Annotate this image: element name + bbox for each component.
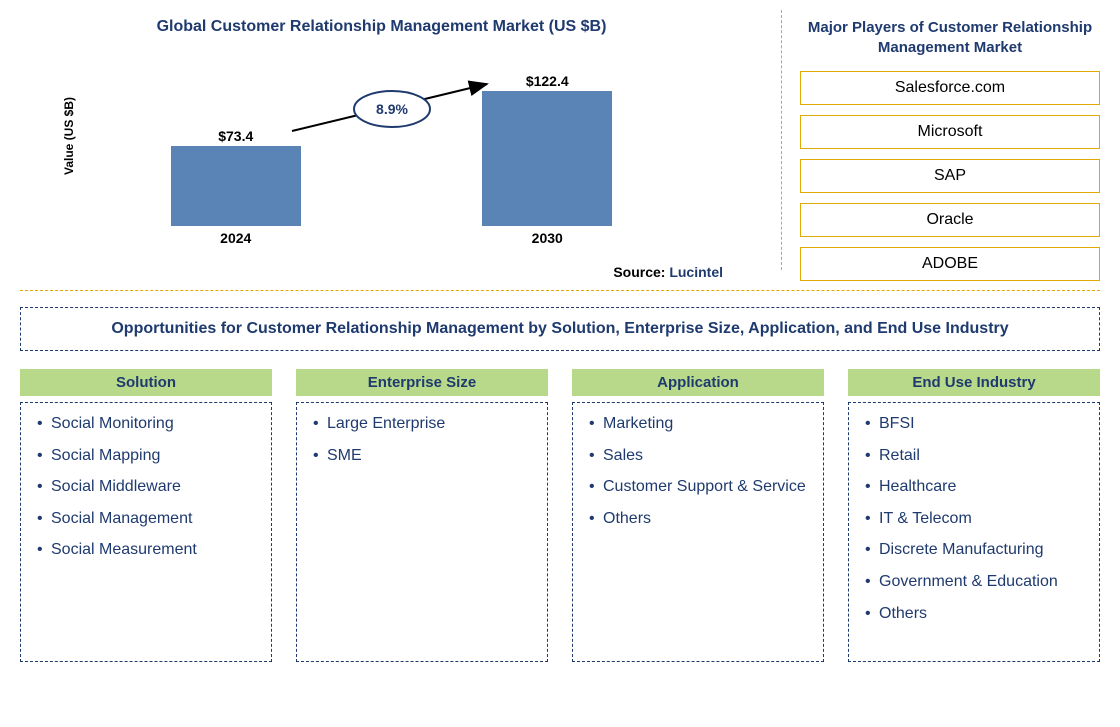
players-title: Major Players of Customer Relationship M… bbox=[800, 18, 1100, 57]
opportunity-columns: SolutionSocial MonitoringSocial MappingS… bbox=[20, 369, 1100, 662]
growth-arrow-svg: 8.9% bbox=[282, 76, 502, 146]
column-header: Enterprise Size bbox=[296, 369, 548, 396]
column-body: BFSI Retail Healthcare IT & Telecom Discrete… bbox=[848, 402, 1100, 662]
source-prefix: Source: bbox=[613, 264, 669, 280]
player-box: Salesforce.com bbox=[800, 71, 1100, 105]
chart-area: Value (US $B) $73.4$122.4 8.9% bbox=[80, 46, 703, 226]
bar bbox=[482, 91, 612, 226]
x-axis-label: 2024 bbox=[166, 230, 306, 246]
column-header: Solution bbox=[20, 369, 272, 396]
list-item: SME bbox=[313, 445, 537, 467]
list-item: Social Monitoring bbox=[37, 413, 261, 435]
vertical-divider bbox=[781, 10, 782, 270]
x-axis-label: 2030 bbox=[477, 230, 617, 246]
x-axis-labels: 2024 2030 bbox=[80, 230, 703, 246]
growth-annotation: 8.9% bbox=[282, 76, 502, 151]
chart-y-axis-label: Value (US $B) bbox=[62, 97, 76, 175]
list-item: Social Measurement bbox=[37, 539, 261, 561]
column-header: Application bbox=[572, 369, 824, 396]
top-row: Global Customer Relationship Management … bbox=[20, 10, 1100, 280]
players-panel: Major Players of Customer Relationship M… bbox=[790, 10, 1100, 280]
list-item: Others bbox=[589, 508, 813, 530]
list-item: Social Mapping bbox=[37, 445, 261, 467]
source-name: Lucintel bbox=[669, 264, 723, 280]
players-list: Salesforce.com Microsoft SAP Oracle ADOBE bbox=[800, 71, 1100, 281]
list-item: Large Enterprise bbox=[313, 413, 537, 435]
player-box: Microsoft bbox=[800, 115, 1100, 149]
list-item: Marketing bbox=[589, 413, 813, 435]
player-box: SAP bbox=[800, 159, 1100, 193]
list-item: Customer Support & Service bbox=[589, 476, 813, 498]
list-item: BFSI bbox=[865, 413, 1089, 435]
opportunity-column: End Use Industry BFSI Retail Healthcare IT &… bbox=[848, 369, 1100, 662]
column-header: End Use Industry bbox=[848, 369, 1100, 396]
list-item: IT & Telecom bbox=[865, 508, 1089, 530]
list-item: Government & Education bbox=[865, 571, 1089, 593]
list-item: Sales bbox=[589, 445, 813, 467]
list-item: Social Middleware bbox=[37, 476, 261, 498]
list-item: Others bbox=[865, 603, 1089, 625]
column-body: Marketing Sales Customer Support & Service… bbox=[572, 402, 824, 662]
list-item: Discrete Manufacturing bbox=[865, 539, 1089, 561]
bar-value-label: $73.4 bbox=[218, 128, 253, 144]
opportunity-column: Application Marketing Sales Customer Suppor… bbox=[572, 369, 824, 662]
list-item: Social Management bbox=[37, 508, 261, 530]
bar bbox=[171, 146, 301, 226]
column-body: Large Enterprise SME bbox=[296, 402, 548, 662]
player-box: Oracle bbox=[800, 203, 1100, 237]
list-item: Retail bbox=[865, 445, 1089, 467]
opportunity-column: Enterprise Size Large Enterprise SME bbox=[296, 369, 548, 662]
growth-label: 8.9% bbox=[376, 101, 408, 117]
source-label: Source: Lucintel bbox=[613, 264, 723, 280]
chart-title: Global Customer Relationship Management … bbox=[20, 18, 743, 36]
horizontal-divider bbox=[20, 290, 1100, 291]
opportunity-column: SolutionSocial MonitoringSocial MappingS… bbox=[20, 369, 272, 662]
column-body: Social Monitoring Social Mapping Social Mi… bbox=[20, 402, 272, 662]
chart-panel: Global Customer Relationship Management … bbox=[20, 10, 773, 280]
list-item: Healthcare bbox=[865, 476, 1089, 498]
bar-value-label: $122.4 bbox=[526, 73, 569, 89]
player-box: ADOBE bbox=[800, 247, 1100, 281]
opportunities-title: Opportunities for Customer Relationship … bbox=[20, 307, 1100, 351]
